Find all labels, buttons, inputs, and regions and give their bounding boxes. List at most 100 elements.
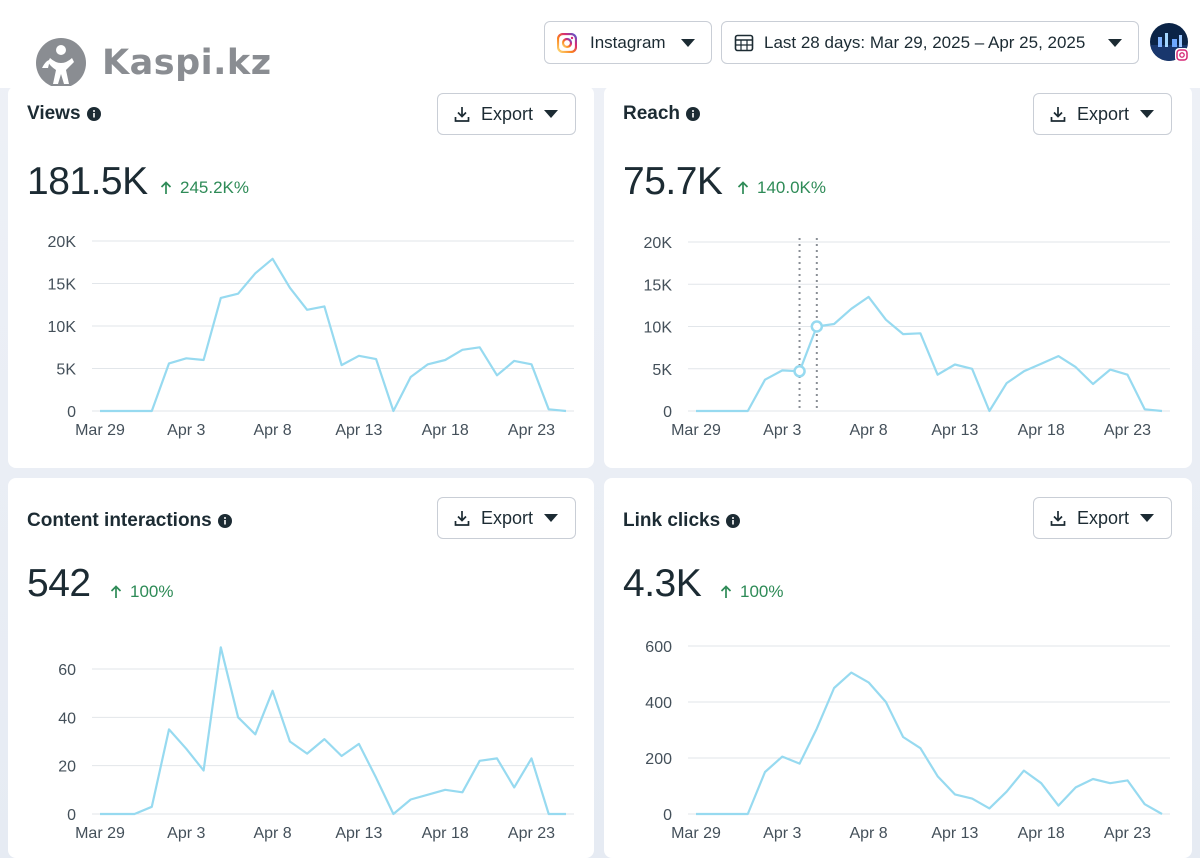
data-point[interactable] bbox=[528, 361, 534, 367]
data-point[interactable] bbox=[1038, 361, 1044, 367]
data-point[interactable] bbox=[425, 792, 431, 798]
data-point[interactable] bbox=[235, 714, 241, 720]
data-point[interactable] bbox=[97, 408, 103, 414]
data-point[interactable] bbox=[408, 374, 414, 380]
data-point[interactable] bbox=[1159, 811, 1165, 817]
export-button[interactable]: Export bbox=[437, 497, 576, 539]
data-point[interactable] bbox=[866, 294, 872, 300]
data-point[interactable] bbox=[270, 688, 276, 694]
info-icon[interactable] bbox=[686, 107, 701, 121]
data-point[interactable] bbox=[442, 357, 448, 363]
data-point[interactable] bbox=[132, 811, 138, 817]
data-point[interactable] bbox=[425, 361, 431, 367]
data-point[interactable] bbox=[201, 357, 207, 363]
data-point[interactable] bbox=[459, 347, 465, 353]
data-point[interactable] bbox=[1004, 380, 1010, 386]
data-point[interactable] bbox=[935, 372, 941, 378]
data-point[interactable] bbox=[546, 811, 552, 817]
data-point[interactable] bbox=[442, 787, 448, 793]
data-point[interactable] bbox=[745, 408, 751, 414]
data-point[interactable] bbox=[270, 256, 276, 262]
export-button[interactable]: Export bbox=[437, 93, 576, 135]
data-point[interactable] bbox=[356, 741, 362, 747]
data-point[interactable] bbox=[1142, 406, 1148, 412]
data-point[interactable] bbox=[287, 739, 293, 745]
data-point[interactable] bbox=[563, 811, 569, 817]
data-point[interactable] bbox=[373, 356, 379, 362]
data-point[interactable] bbox=[459, 789, 465, 795]
data-point[interactable] bbox=[693, 811, 699, 817]
data-point[interactable] bbox=[1004, 789, 1010, 795]
data-point[interactable] bbox=[201, 768, 207, 774]
platform-dropdown[interactable]: Instagram bbox=[544, 21, 712, 64]
data-point[interactable] bbox=[1124, 372, 1130, 378]
data-point[interactable] bbox=[900, 331, 906, 337]
data-point[interactable] bbox=[986, 408, 992, 414]
data-point[interactable] bbox=[183, 355, 189, 361]
data-point[interactable] bbox=[883, 699, 889, 705]
data-point[interactable] bbox=[97, 811, 103, 817]
avatar[interactable] bbox=[1150, 23, 1190, 63]
data-point[interactable] bbox=[1142, 801, 1148, 807]
export-button[interactable]: Export bbox=[1033, 93, 1172, 135]
data-point[interactable] bbox=[511, 358, 517, 364]
data-point[interactable] bbox=[218, 644, 224, 650]
data-point[interactable] bbox=[1073, 784, 1079, 790]
info-icon[interactable] bbox=[726, 514, 741, 528]
data-point[interactable] bbox=[1055, 353, 1061, 359]
data-point[interactable] bbox=[917, 745, 923, 751]
data-point[interactable] bbox=[390, 408, 396, 414]
data-point[interactable] bbox=[1090, 776, 1096, 782]
data-point[interactable] bbox=[1107, 367, 1113, 373]
data-point[interactable] bbox=[883, 317, 889, 323]
info-icon[interactable] bbox=[217, 514, 232, 528]
data-point[interactable] bbox=[917, 330, 923, 336]
data-point[interactable] bbox=[814, 726, 820, 732]
data-point[interactable] bbox=[1038, 780, 1044, 786]
data-point[interactable] bbox=[1021, 768, 1027, 774]
data-point[interactable] bbox=[693, 408, 699, 414]
data-point[interactable] bbox=[866, 679, 872, 685]
data-point[interactable] bbox=[132, 408, 138, 414]
data-point[interactable] bbox=[166, 360, 172, 366]
data-point[interactable] bbox=[952, 791, 958, 797]
data-point[interactable] bbox=[563, 408, 569, 414]
data-point[interactable] bbox=[986, 805, 992, 811]
highlighted-data-point[interactable] bbox=[793, 365, 806, 378]
data-point[interactable] bbox=[900, 734, 906, 740]
data-point[interactable] bbox=[149, 804, 155, 810]
data-point[interactable] bbox=[339, 362, 345, 368]
data-point[interactable] bbox=[969, 366, 975, 372]
data-point[interactable] bbox=[710, 811, 716, 817]
data-point[interactable] bbox=[114, 408, 120, 414]
data-point[interactable] bbox=[779, 754, 785, 760]
data-point[interactable] bbox=[511, 784, 517, 790]
data-point[interactable] bbox=[848, 306, 854, 312]
data-point[interactable] bbox=[166, 726, 172, 732]
data-point[interactable] bbox=[710, 408, 716, 414]
data-point[interactable] bbox=[728, 811, 734, 817]
data-point[interactable] bbox=[321, 303, 327, 309]
data-point[interactable] bbox=[745, 811, 751, 817]
data-point[interactable] bbox=[935, 773, 941, 779]
data-point[interactable] bbox=[477, 758, 483, 764]
data-point[interactable] bbox=[528, 755, 534, 761]
data-point[interactable] bbox=[762, 769, 768, 775]
data-point[interactable] bbox=[252, 270, 258, 276]
data-point[interactable] bbox=[304, 307, 310, 313]
data-point[interactable] bbox=[728, 408, 734, 414]
data-point[interactable] bbox=[848, 670, 854, 676]
data-point[interactable] bbox=[762, 377, 768, 383]
data-point[interactable] bbox=[287, 285, 293, 291]
data-point[interactable] bbox=[494, 755, 500, 761]
data-point[interactable] bbox=[1107, 780, 1113, 786]
data-point[interactable] bbox=[321, 736, 327, 742]
data-point[interactable] bbox=[373, 775, 379, 781]
data-point[interactable] bbox=[235, 291, 241, 297]
data-point[interactable] bbox=[183, 746, 189, 752]
date-range-dropdown[interactable]: Last 28 days: Mar 29, 2025 – Apr 25, 202… bbox=[721, 21, 1139, 64]
data-point[interactable] bbox=[1090, 381, 1096, 387]
data-point[interactable] bbox=[1124, 777, 1130, 783]
data-point[interactable] bbox=[304, 751, 310, 757]
data-point[interactable] bbox=[390, 811, 396, 817]
